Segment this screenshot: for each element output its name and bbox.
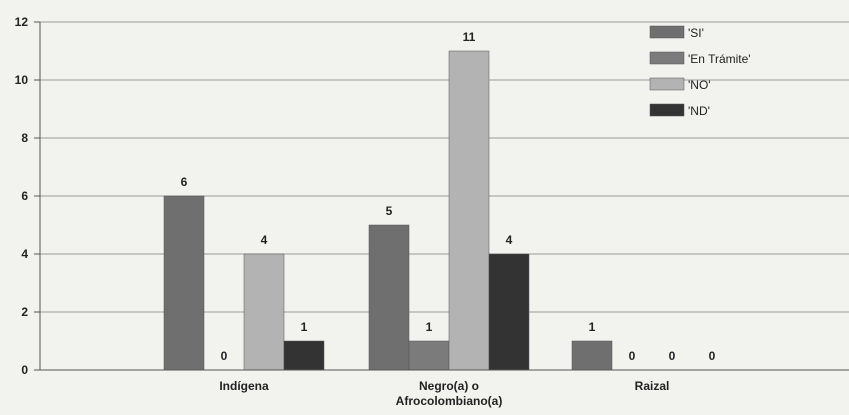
category-label: Negro(a) o Afrocolombiano(a) [396,379,503,408]
data-label: 4 [506,233,513,247]
data-label: 6 [181,175,188,189]
bar-nd-0 [283,340,325,371]
x-axis: Indígena Negro(a) o Afrocolombiano(a) Raiza… [40,369,849,408]
legend-label: 'SI' [688,26,704,40]
legend-swatch [649,103,685,117]
data-label: 0 [221,349,228,363]
bar-si-2 [571,340,613,371]
bar-nd-1 [488,253,530,371]
category-label: Indígena [219,379,269,393]
data-label: 0 [709,349,716,363]
y-axis: 0 2 4 6 8 10 12 [15,15,41,377]
category-label: Raizal [635,379,670,393]
data-label: 1 [301,320,308,334]
bar-no-0 [243,253,285,371]
data-label: 11 [463,30,476,44]
data-label: 5 [386,204,393,218]
y-tick-label: 0 [21,363,28,377]
y-tick-label: 8 [21,131,28,145]
y-tick-label: 2 [21,305,28,319]
legend-label: 'ND' [688,104,710,118]
bar-no-1 [448,50,490,371]
data-label: 1 [426,320,433,334]
bar-si-1 [368,224,410,371]
y-tick-label: 4 [21,247,28,261]
legend-swatch [649,25,685,39]
data-label: 0 [669,349,676,363]
y-tick-label: 12 [15,15,29,29]
data-label: 1 [589,320,596,334]
legend-label: 'NO' [688,78,711,92]
legend-swatch [649,51,685,65]
legend: 'SI' 'En Trámite' 'NO' 'ND' [649,25,751,118]
legend-swatch [649,77,685,91]
legend-label: 'En Trámite' [688,52,751,66]
y-tick-label: 10 [15,73,29,87]
data-label: 0 [629,349,636,363]
y-tick-label: 6 [21,189,28,203]
bar-entrmite-1 [408,340,450,371]
bar-si-0 [163,195,205,371]
data-label: 4 [261,233,268,247]
